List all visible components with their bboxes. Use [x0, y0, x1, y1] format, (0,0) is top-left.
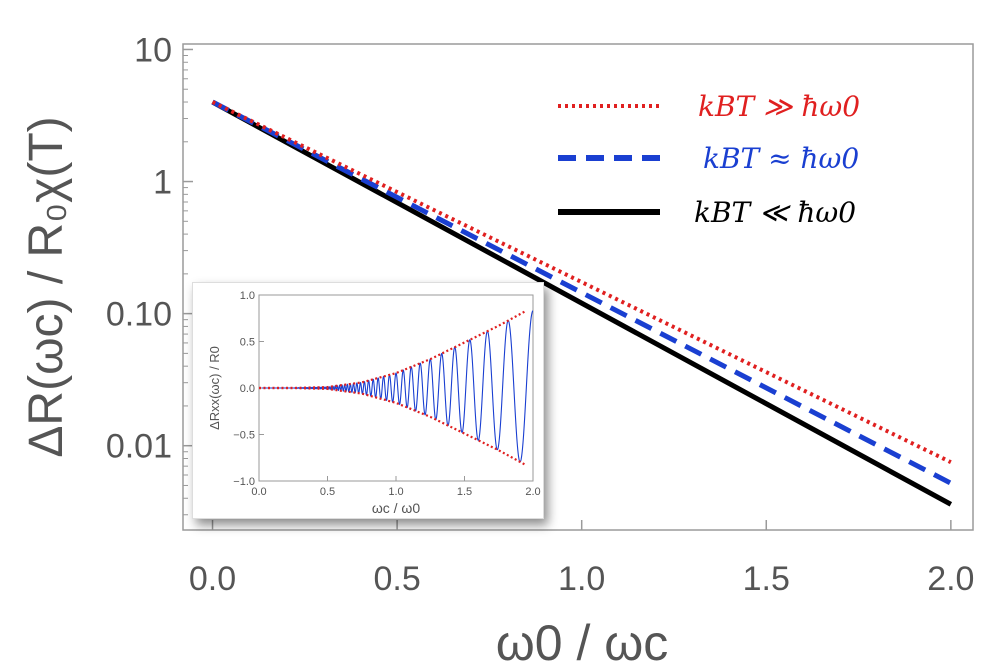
- x-tick-label: 1.5: [743, 560, 790, 598]
- inset-chart: 0.0 0.5 1.0 1.5 2.0 1.0 0.5 0.0 −0.5 −1.0 ωc / ω0…: [207, 290, 541, 516]
- x-axis-title: ω0 / ωc: [496, 615, 669, 669]
- inset-y-tick-label: 0.5: [240, 337, 255, 349]
- tick-labels: 0.0 0.5 1.0 1.5 2.0 10 1 0.10 0.01: [106, 31, 975, 598]
- inset-x-axis-title: ωc / ω0: [372, 500, 421, 516]
- y-axis-title: ΔR(ωc) / R₀χ(T): [20, 116, 73, 457]
- x-tick-label: 0.5: [373, 560, 420, 598]
- plot-frame: [182, 43, 974, 531]
- inset-envelope-lower: [259, 386, 527, 467]
- x-tick-label: 1.0: [558, 560, 605, 598]
- legend-label-mid: kBT ≈ ħω0: [703, 142, 859, 175]
- inset-oscillation-line: [261, 310, 534, 463]
- y-tick-label: 1: [153, 164, 172, 202]
- legend-label-hot: kBT ≫ ħω0: [698, 90, 860, 123]
- y-tick-label: 10: [134, 31, 172, 69]
- series-line-cold: [211, 99, 953, 507]
- inset-x-tick-label: 1.0: [388, 486, 403, 498]
- inset-y-tick-label: 1.0: [240, 290, 255, 302]
- legend: kBT ≫ ħω0 kBT ≈ ħω0 kBT ≪ ħω0: [558, 90, 860, 229]
- inset-x-tick-label: 0.0: [251, 486, 266, 498]
- inset-y-tick-label: −1.0: [233, 476, 255, 488]
- series-group: [211, 99, 953, 507]
- y-tick-label: 0.01: [106, 428, 172, 466]
- inset-envelope-upper: [259, 309, 527, 390]
- inset-x-tick-label: 0.5: [320, 486, 335, 498]
- inset-y-tick-label: 0.0: [240, 383, 255, 395]
- inset-x-tick-label: 2.0: [525, 486, 540, 498]
- inset-chart-panel: 0.0 0.5 1.0 1.5 2.0 1.0 0.5 0.0 −0.5 −1.0 ωc / ω0…: [192, 282, 544, 519]
- inset-tick-labels: 0.0 0.5 1.0 1.5 2.0 1.0 0.5 0.0 −0.5 −1.0: [233, 290, 540, 498]
- x-tick-label: 0.0: [189, 560, 236, 598]
- x-tick-label: 2.0: [927, 560, 974, 598]
- inset-y-axis-title: ΔRxx(ωc) / R0: [207, 346, 222, 430]
- inset-series-group: [259, 309, 534, 467]
- y-tick-label: 0.10: [106, 296, 172, 334]
- legend-label-cold: kBT ≪ ħω0: [694, 196, 856, 229]
- inset-y-tick-label: −0.5: [233, 430, 255, 442]
- axis-ticks: [183, 48, 952, 530]
- inset-x-tick-label: 1.5: [457, 486, 472, 498]
